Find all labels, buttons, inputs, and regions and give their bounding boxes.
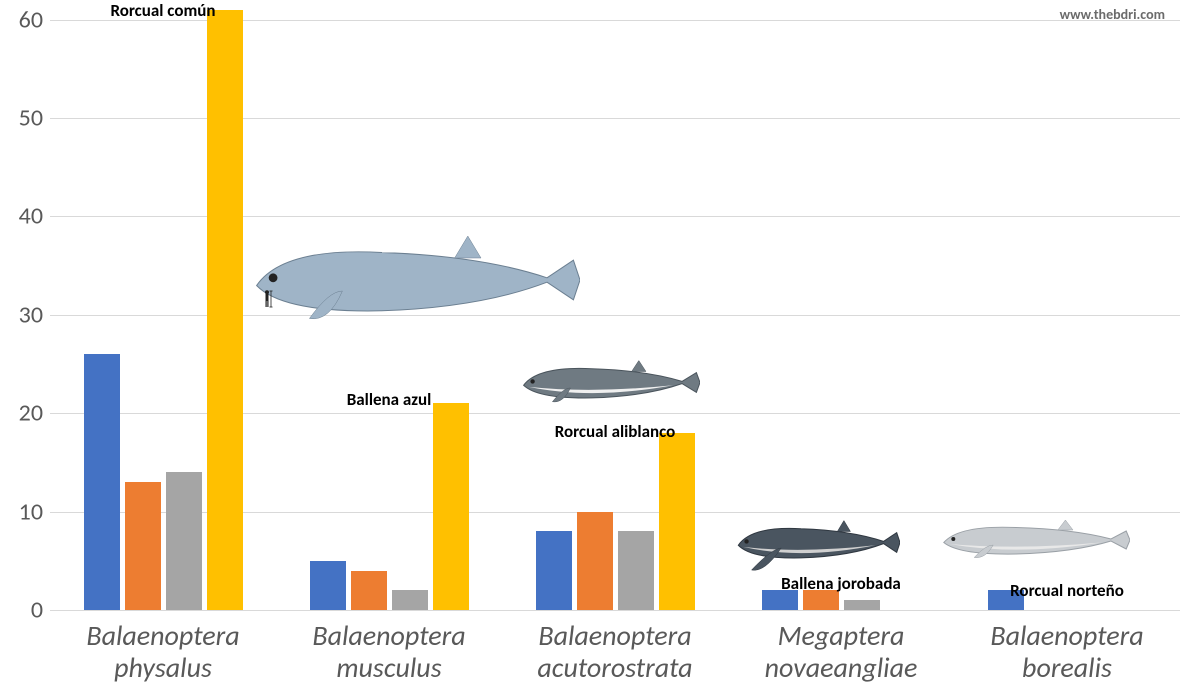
bar: [166, 472, 202, 610]
bar: [310, 561, 346, 610]
y-tick-label: 20: [8, 399, 43, 428]
bar: [433, 403, 469, 610]
bar: [207, 10, 243, 610]
y-tick-label: 50: [8, 104, 43, 133]
y-tick-label: 60: [8, 5, 43, 34]
bar: [84, 354, 120, 610]
y-tick-label: 30: [8, 300, 43, 329]
bar: [536, 531, 572, 610]
attribution-text: www.thebdri.com: [1060, 6, 1165, 23]
human-scale-icon: [262, 290, 274, 308]
whale-icon: [250, 225, 580, 346]
bar: [351, 571, 387, 610]
y-tick-label: 40: [8, 202, 43, 231]
bar: [659, 433, 695, 610]
whale-icon: [520, 355, 700, 416]
whale-icon: [940, 515, 1130, 570]
common-name-label: Ballena azul: [299, 389, 479, 410]
chart-container: BalaenopteraphysalusBalaenopteramusculus…: [0, 0, 1200, 675]
common-name-label: Rorcual norteño: [977, 580, 1157, 601]
bar: [618, 531, 654, 610]
bar: [392, 590, 428, 610]
y-tick-label: 0: [8, 596, 43, 625]
common-name-label: Rorcual aliblanco: [525, 421, 705, 442]
gridline: [50, 610, 1180, 611]
y-tick-label: 10: [8, 497, 43, 526]
common-name-label: Ballena jorobada: [751, 573, 931, 594]
bar: [577, 512, 613, 610]
bar: [844, 600, 880, 610]
whale-icon: [735, 515, 900, 576]
bar: [125, 482, 161, 610]
common-name-label: Rorcual común: [73, 0, 253, 21]
